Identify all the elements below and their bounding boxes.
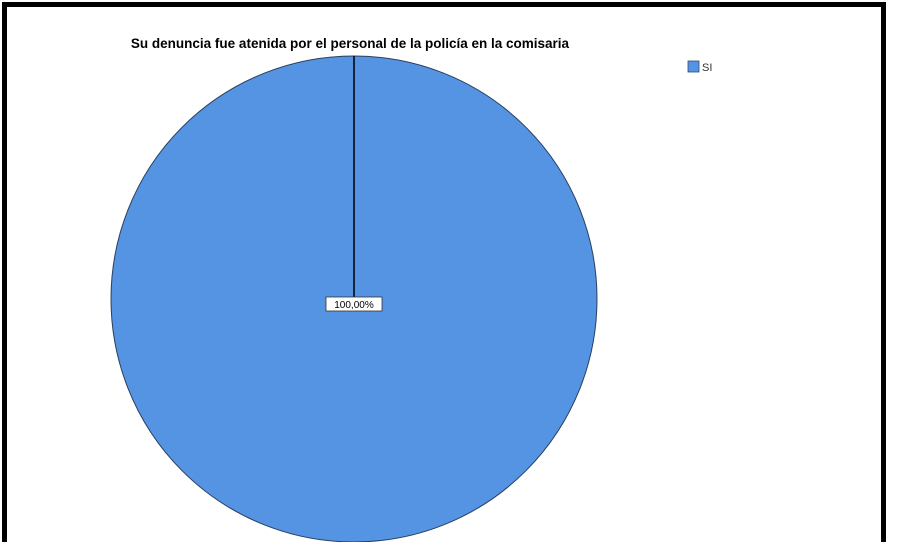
chart-frame: Su denuncia fue atenida por el personal …: [2, 2, 886, 542]
legend-swatch-si: [687, 60, 700, 73]
legend-label-si: SI: [702, 62, 712, 74]
data-label-100: 100,00%: [334, 300, 374, 311]
legend: SI: [687, 60, 712, 74]
data-label: 100,00%: [325, 296, 383, 312]
pie-chart: Su denuncia fue atenida por el personal …: [110, 36, 712, 542]
chart-title: Su denuncia fue atenida por el personal …: [131, 36, 570, 51]
data-label-box: [325, 296, 383, 312]
